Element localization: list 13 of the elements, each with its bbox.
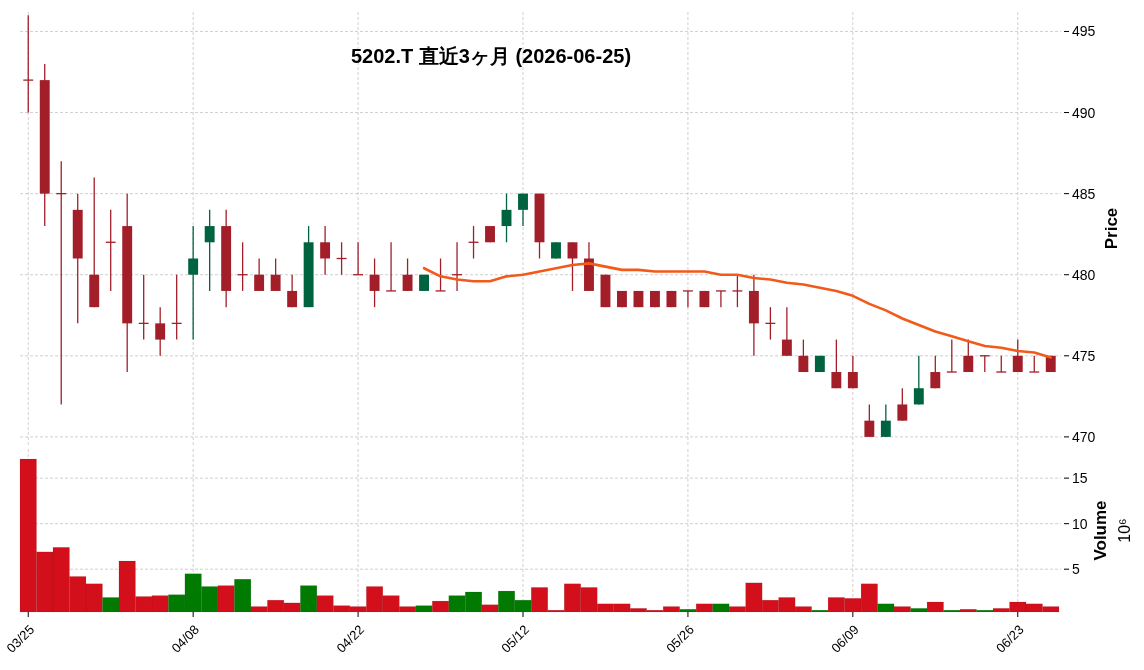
y-tick-label: 15 bbox=[1072, 470, 1088, 487]
y-axis-title: Price bbox=[1102, 207, 1121, 250]
y-tick-label: 5 bbox=[1072, 561, 1080, 578]
y-tick-label: 475 bbox=[1072, 347, 1096, 364]
text: 5202.T 直近3ヶ月 (2026-06-25) bbox=[350, 45, 632, 67]
y-tick-label: 470 bbox=[1072, 428, 1096, 445]
y-tick-label: 490 bbox=[1072, 104, 1096, 121]
y-axis-title: Volume bbox=[1091, 500, 1110, 561]
y-tick-label: 485 bbox=[1072, 185, 1096, 202]
y-tick-label: 495 bbox=[1072, 23, 1096, 40]
text: 10⁶ bbox=[1116, 518, 1133, 543]
y-tick-label: 480 bbox=[1072, 266, 1096, 283]
y-tick-label: 10 bbox=[1072, 515, 1088, 532]
